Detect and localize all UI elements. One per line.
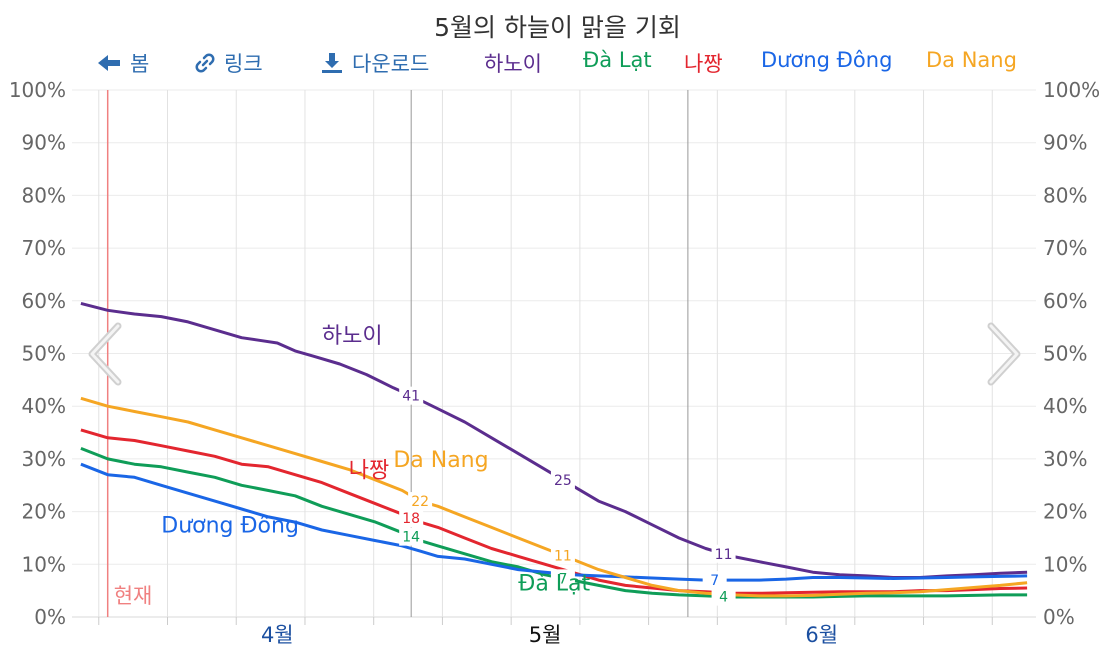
previous-month-button[interactable] — [86, 322, 126, 386]
data-label-bg — [408, 492, 433, 511]
data-label-dalat: 7 — [558, 571, 567, 587]
series-label-hanoi: 하노이 — [322, 324, 383, 349]
y-tick-label-left: 90% — [22, 131, 66, 155]
legend-item-danang[interactable]: Da Nang — [926, 48, 1017, 72]
y-tick-label-left: 80% — [22, 183, 66, 207]
download-button[interactable]: 다운로드 — [320, 48, 429, 78]
data-label-danang: 11 — [554, 549, 572, 565]
legend-item-hanoi[interactable]: 하노이 — [484, 52, 542, 76]
data-label-duongdong: 7 — [710, 573, 719, 589]
legend-item-duongdong[interactable]: Dương Đông — [761, 48, 893, 72]
data-label-hanoi: 25 — [554, 473, 572, 489]
legend-item-nhatrang[interactable]: 나짱 — [684, 52, 723, 76]
series-line-nhatrang — [80, 428, 1028, 595]
y-tick-label-right: 10% — [1043, 552, 1087, 576]
month-label: 5월 — [529, 623, 562, 647]
chevron-right-icon — [987, 322, 1021, 386]
y-tick-label-right: 60% — [1043, 289, 1087, 313]
now-label: 현재 — [114, 584, 153, 608]
data-label-danang: 22 — [411, 494, 429, 510]
y-tick-label-left: 20% — [22, 500, 66, 524]
y-tick-label-right: 40% — [1043, 394, 1087, 418]
data-label-bg — [702, 571, 727, 590]
y-tick-label-right: 0% — [1043, 605, 1075, 629]
back-button[interactable]: 봄 — [96, 48, 149, 78]
y-tick-label-right: 50% — [1043, 342, 1087, 366]
data-label-bg — [399, 386, 424, 405]
y-tick-label-left: 0% — [34, 605, 66, 629]
y-tick-label-left: 10% — [22, 552, 66, 576]
chart-title: 5월의 하늘이 맑을 기회 — [434, 13, 681, 42]
y-tick-label-right: 90% — [1043, 131, 1087, 155]
month-label: 4월 — [261, 623, 294, 647]
y-tick-label-left: 40% — [22, 394, 66, 418]
y-tick-label-left: 30% — [22, 447, 66, 471]
data-label-bg — [550, 569, 575, 588]
arrow-left-icon — [98, 55, 120, 71]
series-label-danang: Da Nang — [393, 448, 488, 473]
back-button-label: 봄 — [130, 52, 150, 76]
link-button[interactable]: 링크 — [194, 48, 263, 78]
y-tick-label-right: 30% — [1043, 447, 1087, 471]
data-label-dalat: 14 — [402, 530, 420, 546]
y-tick-label-left: 100% — [9, 78, 66, 102]
toolbar: 봄 링크 다운로드 하노이 Đà Lạt 나짱 Dương Đông Da Na… — [0, 48, 1115, 78]
data-label-bg — [550, 470, 575, 489]
chevron-left-icon — [88, 322, 122, 386]
y-tick-label-left: 50% — [22, 342, 66, 366]
data-label-bg — [711, 587, 736, 606]
download-icon — [322, 53, 342, 73]
y-tick-label-left: 70% — [22, 236, 66, 260]
series-label-nhatrang: 나짱 — [349, 458, 389, 483]
data-label-hanoi: 41 — [402, 389, 420, 405]
series-line-hanoi — [80, 301, 1028, 579]
data-label-hanoi: 11 — [715, 547, 733, 563]
data-label-bg — [711, 544, 736, 563]
download-button-label: 다운로드 — [352, 52, 430, 76]
y-tick-label-right: 100% — [1043, 78, 1100, 102]
link-icon — [195, 53, 215, 73]
series-label-dalat: Đà Lạt — [518, 572, 590, 597]
series-line-duongdong — [80, 462, 1028, 582]
y-tick-label-right: 20% — [1043, 500, 1087, 524]
data-label-bg — [550, 546, 575, 565]
link-button-label: 링크 — [224, 52, 263, 76]
data-label-nhatrang: 18 — [402, 511, 420, 527]
series-label-duongdong: Dương Đông — [161, 514, 299, 539]
y-tick-label-left: 60% — [22, 289, 66, 313]
data-label-dalat: 4 — [719, 590, 728, 606]
month-label: 6월 — [805, 623, 838, 647]
next-month-button[interactable] — [983, 322, 1023, 386]
series-line-danang — [80, 396, 1028, 598]
y-tick-label-right: 70% — [1043, 236, 1087, 260]
series-line-dalat — [80, 447, 1028, 599]
data-label-bg — [399, 527, 424, 546]
data-label-bg — [399, 509, 424, 528]
legend-item-dalat[interactable]: Đà Lạt — [583, 48, 652, 72]
y-tick-label-right: 80% — [1043, 183, 1087, 207]
